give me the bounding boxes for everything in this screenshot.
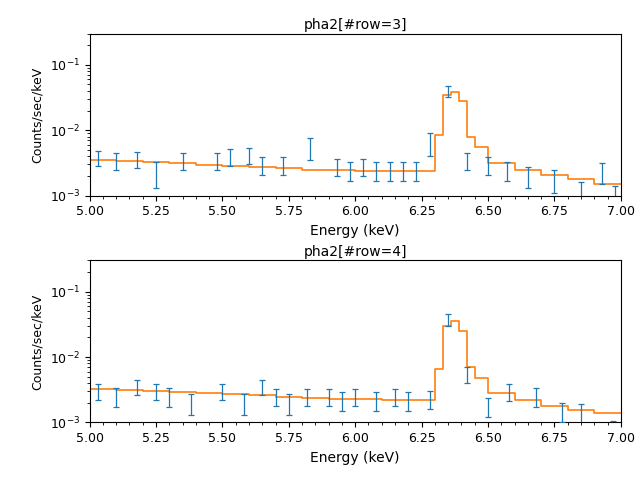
Title: pha2[#row=4]: pha2[#row=4] bbox=[303, 245, 407, 259]
Y-axis label: Counts/sec/keV: Counts/sec/keV bbox=[31, 293, 44, 390]
Title: pha2[#row=3]: pha2[#row=3] bbox=[303, 18, 407, 33]
X-axis label: Energy (keV): Energy (keV) bbox=[310, 224, 400, 238]
Y-axis label: Counts/sec/keV: Counts/sec/keV bbox=[31, 66, 44, 163]
X-axis label: Energy (keV): Energy (keV) bbox=[310, 451, 400, 465]
